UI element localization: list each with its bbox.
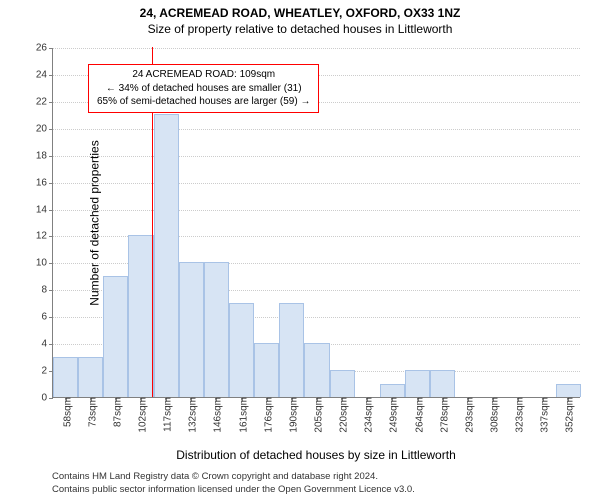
xtick-label: 146sqm [209, 397, 224, 433]
xtick-label: 161sqm [234, 397, 249, 433]
xtick-label: 337sqm [536, 397, 551, 433]
page-title-2: Size of property relative to detached ho… [0, 20, 600, 36]
histogram-bar [380, 384, 405, 397]
histogram-bar [254, 343, 279, 397]
xtick-label: 293sqm [460, 397, 475, 433]
histogram-bar [179, 262, 204, 397]
histogram-bar [204, 262, 229, 397]
xtick-label: 102sqm [134, 397, 149, 433]
xtick-label: 132sqm [184, 397, 199, 433]
histogram-bar [279, 303, 304, 397]
xtick-label: 264sqm [410, 397, 425, 433]
histogram-bar [405, 370, 430, 397]
footer-line-2: Contains public sector information licen… [52, 484, 415, 496]
histogram-bar [229, 303, 254, 397]
xtick-label: 352sqm [561, 397, 576, 433]
histogram-bar [304, 343, 329, 397]
footer-line-1: Contains HM Land Registry data © Crown c… [52, 471, 415, 483]
xtick-label: 308sqm [486, 397, 501, 433]
xtick-label: 205sqm [310, 397, 325, 433]
footer: Contains HM Land Registry data © Crown c… [52, 471, 415, 496]
histogram-bar [330, 370, 355, 397]
page-title-1: 24, ACREMEAD ROAD, WHEATLEY, OXFORD, OX3… [0, 0, 600, 20]
histogram-bar [430, 370, 455, 397]
xtick-label: 176sqm [259, 397, 274, 433]
xtick-label: 117sqm [159, 397, 174, 432]
x-axis-label: Distribution of detached houses by size … [52, 448, 580, 462]
xtick-label: 323sqm [511, 397, 526, 433]
xtick-label: 249sqm [385, 397, 400, 433]
xtick-label: 190sqm [284, 397, 299, 433]
xtick-label: 73sqm [83, 397, 98, 427]
histogram-bar [556, 384, 581, 397]
xtick-label: 87sqm [108, 397, 123, 427]
xtick-label: 58sqm [58, 397, 73, 427]
xtick-label: 220sqm [335, 397, 350, 433]
y-axis-label: Number of detached properties [88, 140, 102, 305]
xtick-label: 278sqm [435, 397, 450, 433]
y-axis-label-wrap: Number of detached properties [12, 48, 177, 398]
xtick-label: 234sqm [360, 397, 375, 433]
